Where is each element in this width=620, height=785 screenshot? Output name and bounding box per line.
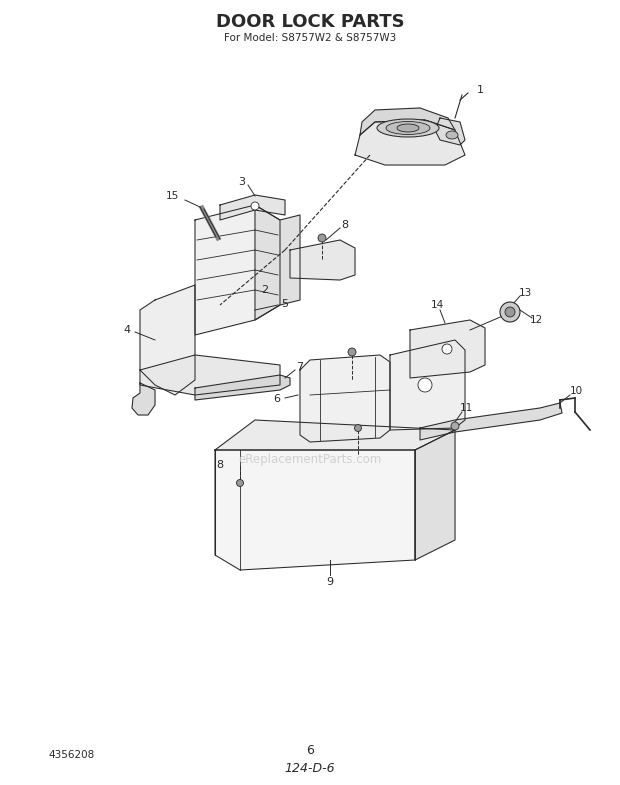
Text: 7: 7 bbox=[296, 362, 304, 372]
Polygon shape bbox=[255, 205, 300, 320]
Circle shape bbox=[236, 480, 244, 487]
Polygon shape bbox=[360, 108, 455, 135]
Text: 15: 15 bbox=[166, 191, 179, 201]
Ellipse shape bbox=[446, 131, 458, 139]
Polygon shape bbox=[220, 195, 285, 220]
Text: 2: 2 bbox=[262, 285, 268, 295]
Polygon shape bbox=[140, 355, 280, 395]
Text: 8: 8 bbox=[342, 220, 348, 230]
Text: 4: 4 bbox=[123, 325, 131, 335]
Polygon shape bbox=[420, 403, 562, 440]
Circle shape bbox=[442, 344, 452, 354]
Text: 5: 5 bbox=[281, 299, 288, 309]
Ellipse shape bbox=[397, 124, 419, 132]
Polygon shape bbox=[300, 355, 390, 442]
Circle shape bbox=[418, 378, 432, 392]
Polygon shape bbox=[215, 420, 455, 450]
Polygon shape bbox=[290, 240, 355, 280]
Ellipse shape bbox=[377, 119, 439, 137]
Polygon shape bbox=[215, 450, 415, 570]
Text: 124-D-6: 124-D-6 bbox=[285, 761, 335, 775]
Text: 1: 1 bbox=[477, 85, 484, 95]
Circle shape bbox=[355, 425, 361, 432]
Circle shape bbox=[505, 307, 515, 317]
Text: 8: 8 bbox=[216, 460, 224, 470]
Polygon shape bbox=[390, 340, 465, 430]
Ellipse shape bbox=[386, 122, 430, 134]
Circle shape bbox=[318, 234, 326, 242]
Text: DOOR LOCK PARTS: DOOR LOCK PARTS bbox=[216, 13, 404, 31]
Text: 13: 13 bbox=[518, 288, 531, 298]
Polygon shape bbox=[140, 285, 195, 395]
Polygon shape bbox=[132, 383, 155, 415]
Text: 9: 9 bbox=[327, 577, 334, 587]
Polygon shape bbox=[355, 120, 465, 165]
Text: 6: 6 bbox=[273, 394, 280, 404]
Polygon shape bbox=[410, 320, 485, 378]
Polygon shape bbox=[435, 118, 465, 145]
Circle shape bbox=[500, 302, 520, 322]
Polygon shape bbox=[195, 205, 280, 335]
Text: 11: 11 bbox=[459, 403, 472, 413]
Circle shape bbox=[451, 422, 459, 430]
Circle shape bbox=[251, 202, 259, 210]
Text: 10: 10 bbox=[569, 386, 583, 396]
Text: eReplacementParts.com: eReplacementParts.com bbox=[238, 454, 382, 466]
Polygon shape bbox=[415, 430, 455, 560]
Text: 3: 3 bbox=[239, 177, 246, 187]
Text: For Model: S8757W2 & S8757W3: For Model: S8757W2 & S8757W3 bbox=[224, 33, 396, 43]
Circle shape bbox=[348, 348, 356, 356]
Text: 6: 6 bbox=[306, 743, 314, 757]
Text: 4356208: 4356208 bbox=[48, 750, 94, 760]
Text: 14: 14 bbox=[430, 300, 444, 310]
Polygon shape bbox=[195, 375, 290, 400]
Text: 12: 12 bbox=[529, 315, 542, 325]
